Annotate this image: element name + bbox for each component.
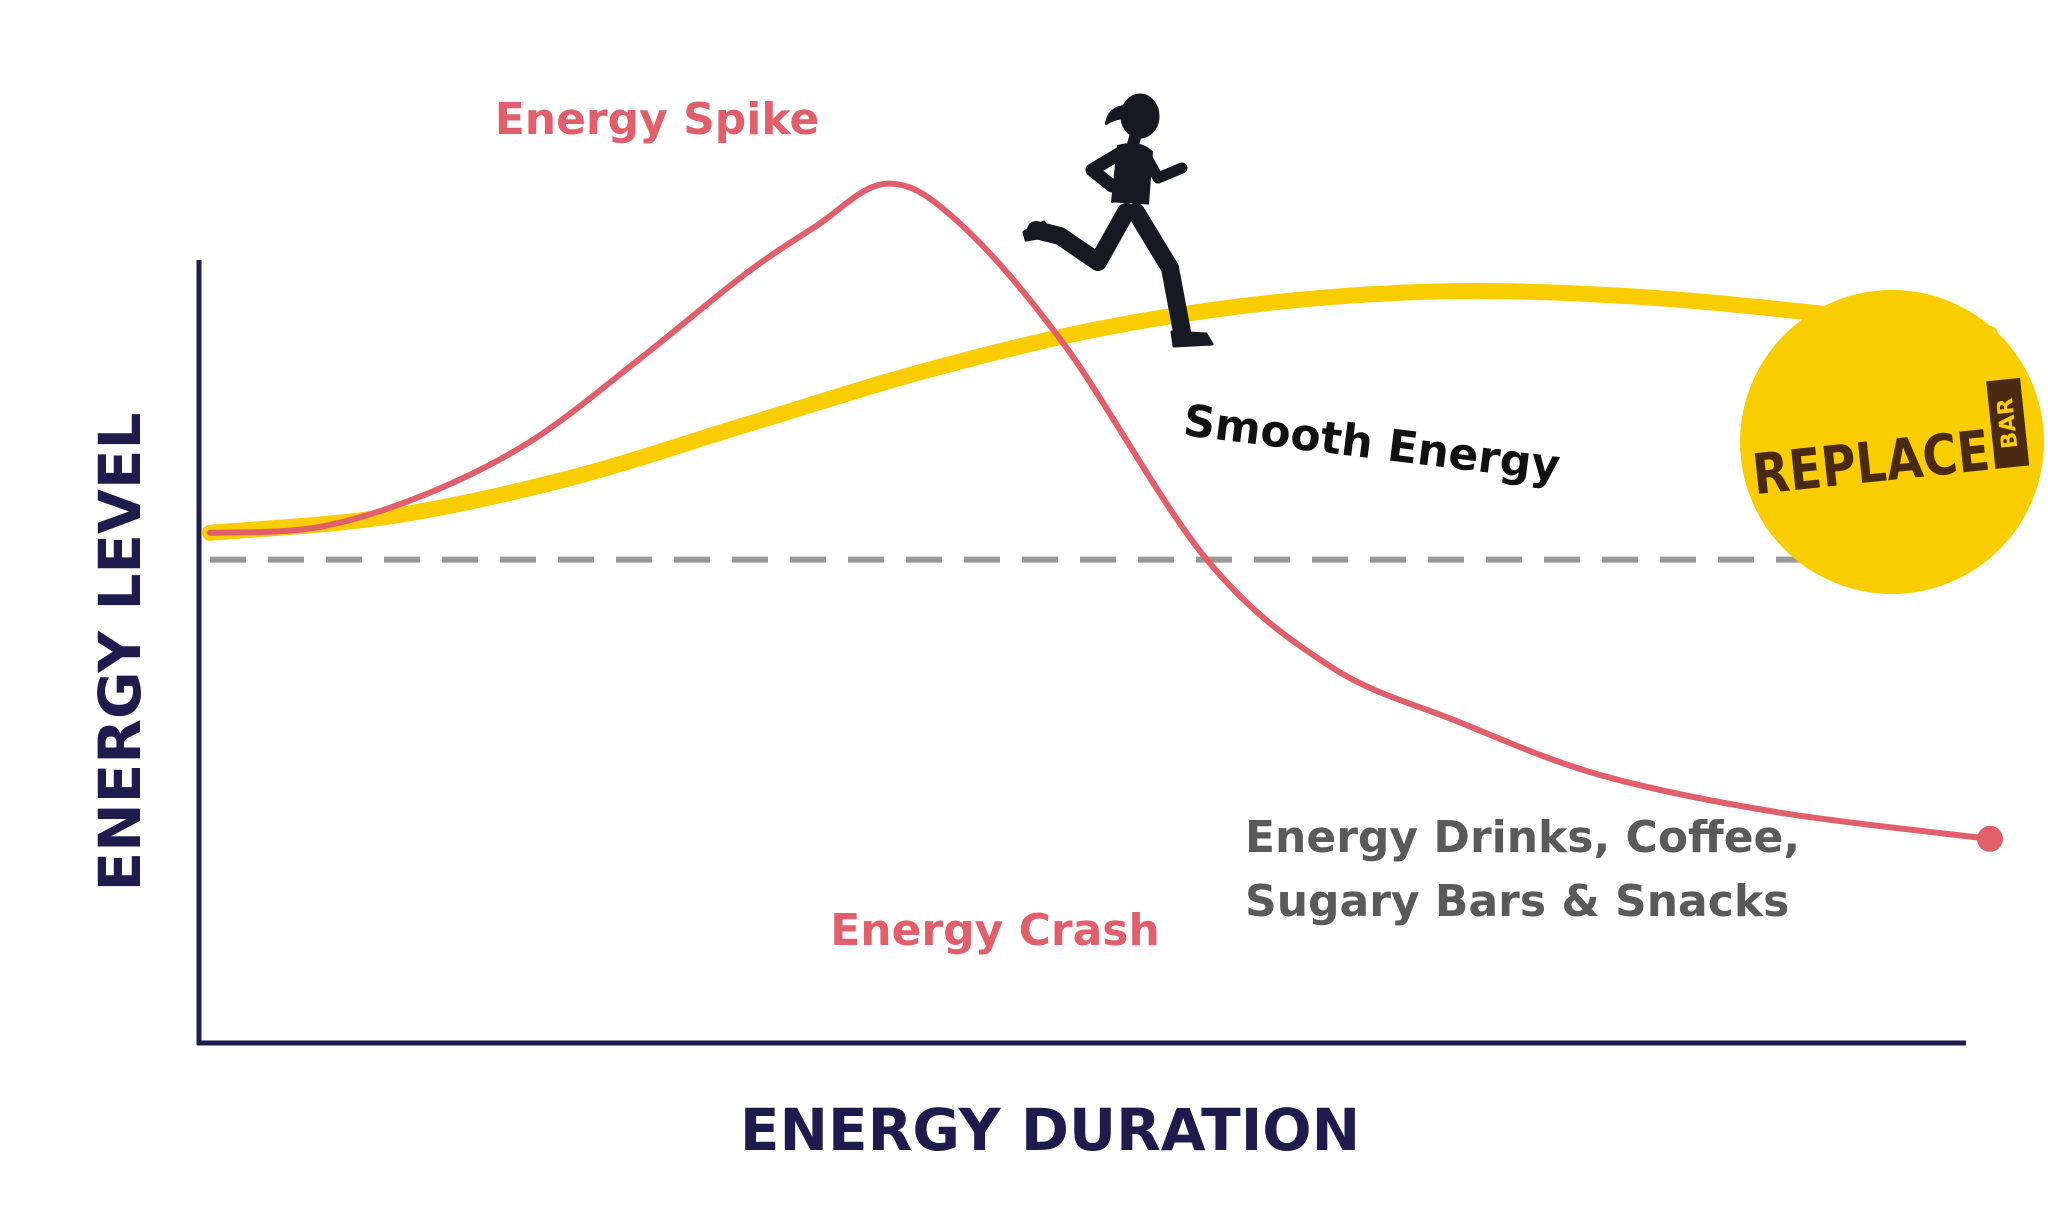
- replace-bar-logo: REPLACE BAR: [1740, 290, 2044, 594]
- x-axis-title: ENERGY DURATION: [740, 1096, 1360, 1164]
- logo-circle: [1740, 290, 2044, 594]
- energy-spike-label: Energy Spike: [495, 94, 820, 145]
- energy-crash-end-point: [1977, 825, 2003, 852]
- energy-crash-label: Energy Crash: [830, 905, 1160, 956]
- logo-tag-box: [1986, 377, 2030, 469]
- logo-tag: BAR: [1993, 397, 2023, 450]
- runner-silhouette-icon: [1022, 93, 1214, 348]
- y-axis-title: ENERGY LEVEL: [86, 412, 154, 891]
- note-line-1: Energy Drinks, Coffee,: [1245, 812, 1800, 863]
- smooth-energy-label: Smooth Energy: [1181, 395, 1563, 492]
- energy-spike-line: [207, 180, 1993, 842]
- smooth-energy-line: [202, 282, 1998, 541]
- note-line-2: Sugary Bars & Snacks: [1245, 876, 1789, 927]
